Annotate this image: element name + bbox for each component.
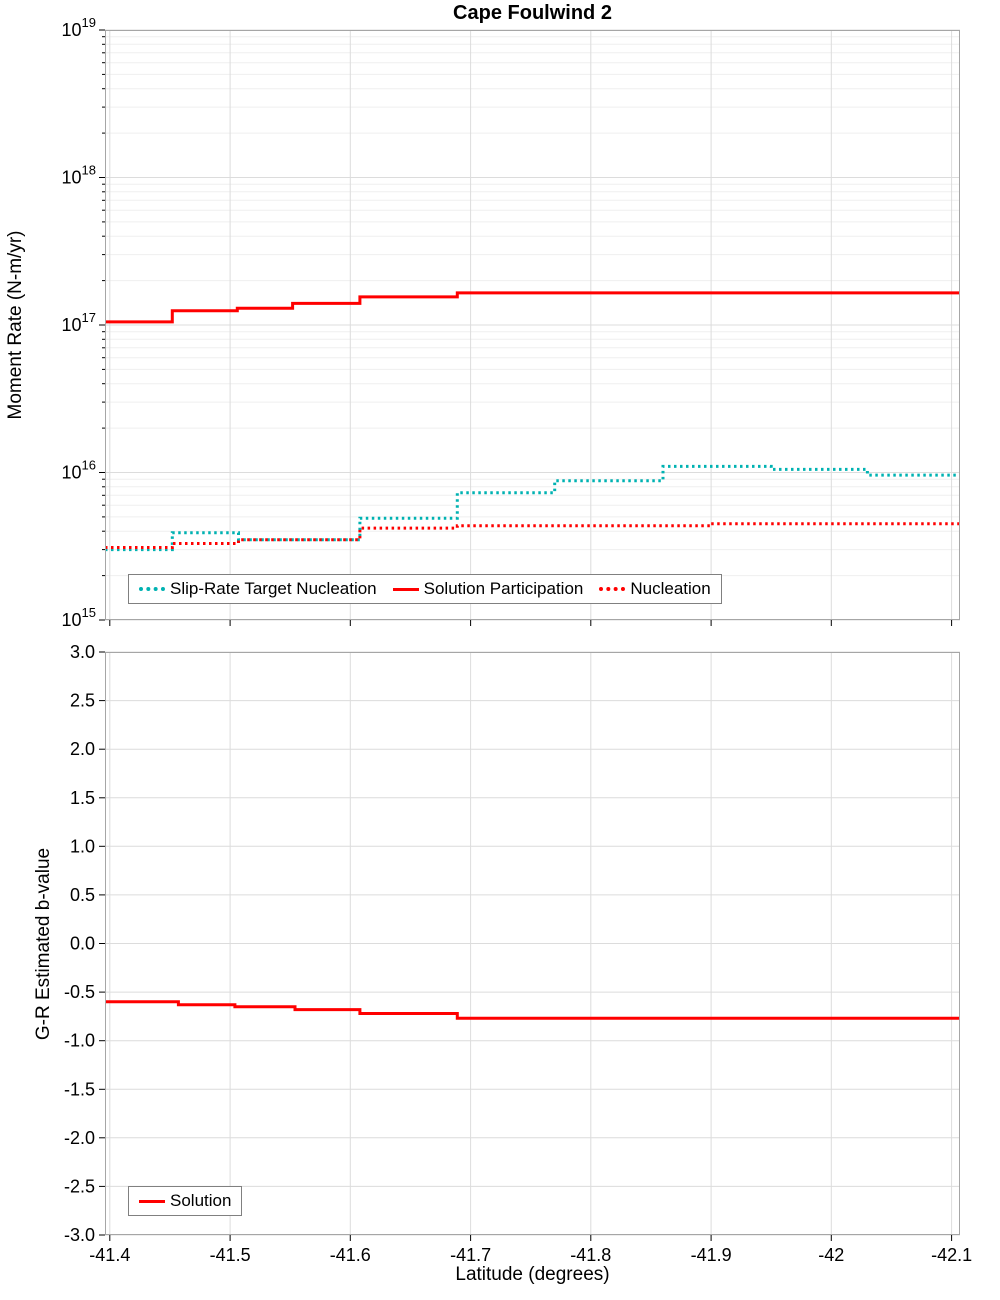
svg-text:2.0: 2.0 [70,739,95,759]
legend-item-slip-rate-target-nucleation: Slip-Rate Target Nucleation [139,579,377,599]
svg-text:1.5: 1.5 [70,788,95,808]
chart-title: Cape Foulwind 2 [453,2,612,24]
svg-text:-41.8: -41.8 [570,1245,611,1265]
solution-participation-line-icon [392,587,419,591]
svg-text:1017: 1017 [62,310,97,335]
legend-item-solution: Solution [139,1191,231,1211]
svg-text:-41.5: -41.5 [210,1245,251,1265]
legend-label-nucleation: Nucleation [630,579,711,598]
svg-text:-41.6: -41.6 [330,1245,371,1265]
legend-moment-rate: Slip-Rate Target Nucleation Solution Par… [128,574,722,604]
svg-text:-1.5: -1.5 [64,1079,95,1099]
svg-text:-3.0: -3.0 [64,1225,95,1245]
svg-text:-2.0: -2.0 [64,1128,95,1148]
svg-text:0.5: 0.5 [70,885,95,905]
b-value-chart: 3.0 2.5 2.0 1.5 1.0 0.5 0.0 -0.5 -1.0 -1.5 -2.0 -2.… [64,642,972,1265]
svg-text:-0.5: -0.5 [64,982,95,1002]
legend-label-solution-participation: Solution Participation [423,579,584,598]
svg-text:1019: 1019 [62,15,97,40]
svg-text:-1.0: -1.0 [64,1031,95,1051]
svg-text:1.0: 1.0 [70,836,95,856]
legend-item-solution-participation: Solution Participation [392,579,584,599]
svg-text:0.0: 0.0 [70,934,95,954]
svg-text:-42: -42 [818,1245,844,1265]
svg-text:-42.1: -42.1 [931,1245,972,1265]
legend-label-solution: Solution [170,1191,232,1210]
svg-text:-41.9: -41.9 [691,1245,732,1265]
legend-b-value: Solution [128,1186,243,1216]
moment-rate-chart: 1015 1016 1017 1018 1019 [62,15,960,630]
svg-text:-2.5: -2.5 [64,1176,95,1196]
svg-text:1016: 1016 [62,458,97,483]
svg-text:-41.7: -41.7 [450,1245,491,1265]
slip-rate-target-nucleation-line-icon [139,587,165,591]
legend-label-slip-rate-target-nucleation: Slip-Rate Target Nucleation [170,579,377,598]
y-axis-label-b-value: G-R Estimated b-value [33,847,54,1041]
svg-text:1018: 1018 [62,163,97,188]
nucleation-line-icon [599,587,626,591]
solution-line-icon [139,1199,165,1203]
x-axis-label: Latitude (degrees) [455,1264,610,1285]
svg-text:-41.4: -41.4 [89,1245,130,1265]
svg-text:2.5: 2.5 [70,691,95,711]
svg-text:1015: 1015 [62,605,97,630]
legend-item-nucleation: Nucleation [599,579,711,599]
svg-text:3.0: 3.0 [70,642,95,662]
y-axis-label-moment-rate: Moment Rate (N-m/yr) [5,230,26,420]
